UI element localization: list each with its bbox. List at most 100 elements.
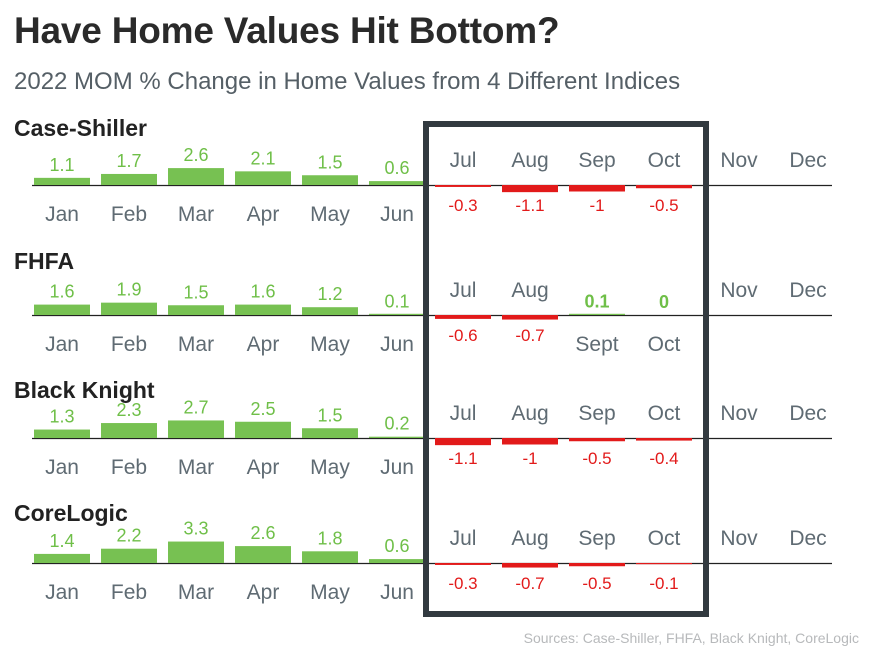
bar bbox=[101, 423, 157, 438]
bar bbox=[168, 305, 224, 315]
month-label: Dec bbox=[789, 527, 826, 550]
data-label: 1.5 bbox=[317, 152, 342, 172]
bar bbox=[235, 304, 291, 315]
bar bbox=[435, 315, 491, 319]
data-label: 1.5 bbox=[183, 282, 208, 302]
data-label: 0 bbox=[659, 292, 669, 312]
bar bbox=[34, 177, 90, 185]
bar bbox=[34, 429, 90, 438]
month-label: Aug bbox=[511, 402, 548, 425]
data-label: -1.1 bbox=[515, 196, 544, 215]
month-label: Feb bbox=[111, 581, 147, 604]
month-label: Jan bbox=[45, 456, 79, 479]
bar bbox=[569, 185, 625, 192]
bar bbox=[636, 185, 692, 189]
data-label: 1.6 bbox=[49, 282, 74, 302]
bar bbox=[435, 563, 491, 565]
bar bbox=[302, 175, 358, 185]
bar bbox=[502, 438, 558, 445]
month-label: Oct bbox=[648, 149, 681, 172]
bar bbox=[168, 168, 224, 185]
month-label: Jul bbox=[450, 527, 477, 550]
data-label: 0.1 bbox=[584, 291, 609, 311]
highlight-frame bbox=[423, 121, 709, 617]
data-label: 1.1 bbox=[49, 155, 74, 175]
month-label: Apr bbox=[247, 581, 280, 604]
bar bbox=[302, 551, 358, 563]
month-label: Apr bbox=[247, 203, 280, 226]
data-label: 1.8 bbox=[317, 528, 342, 548]
month-label: Nov bbox=[720, 149, 758, 172]
data-label: 1.9 bbox=[116, 280, 141, 300]
bar bbox=[34, 304, 90, 315]
data-label: -0.1 bbox=[649, 574, 678, 593]
data-label: -0.3 bbox=[448, 196, 477, 215]
month-label: Sep bbox=[578, 149, 615, 172]
data-label: 1.3 bbox=[49, 407, 74, 427]
month-label: Oct bbox=[648, 402, 681, 425]
data-label: 2.7 bbox=[183, 397, 208, 417]
month-label: Oct bbox=[648, 527, 681, 550]
index-title: CoreLogic bbox=[14, 500, 128, 526]
data-label: -0.6 bbox=[448, 326, 477, 345]
bar bbox=[369, 436, 425, 438]
month-label: Jul bbox=[450, 149, 477, 172]
month-label: Jan bbox=[45, 333, 79, 356]
index-title: FHFA bbox=[14, 248, 74, 274]
bar bbox=[502, 563, 558, 568]
bar bbox=[302, 428, 358, 438]
data-label: 2.5 bbox=[250, 399, 275, 419]
data-label: -0.5 bbox=[582, 449, 611, 468]
data-label: -1 bbox=[589, 196, 604, 215]
month-label: Feb bbox=[111, 456, 147, 479]
data-label: -1.1 bbox=[448, 449, 477, 468]
data-label: 0.1 bbox=[384, 291, 409, 311]
bar bbox=[369, 181, 425, 185]
month-label: Nov bbox=[720, 402, 758, 425]
data-label: 2.6 bbox=[250, 523, 275, 543]
data-label: -1 bbox=[522, 449, 537, 468]
bar bbox=[435, 438, 491, 446]
data-label: 1.6 bbox=[250, 282, 275, 302]
bar bbox=[569, 313, 625, 315]
month-label: May bbox=[310, 203, 350, 226]
chart-title: Have Home Values Hit Bottom? bbox=[14, 10, 560, 51]
month-label: Nov bbox=[720, 279, 758, 302]
sources-note: Sources: Case-Shiller, FHFA, Black Knigh… bbox=[523, 630, 859, 646]
month-label: May bbox=[310, 333, 350, 356]
month-label: Aug bbox=[511, 149, 548, 172]
month-label: Jun bbox=[380, 456, 414, 479]
data-label: 2.3 bbox=[116, 400, 141, 420]
month-label: Aug bbox=[511, 279, 548, 302]
bar bbox=[235, 546, 291, 563]
bar bbox=[502, 315, 558, 320]
month-label: Apr bbox=[247, 333, 280, 356]
month-label: Dec bbox=[789, 149, 826, 172]
chart-subtitle: 2022 MOM % Change in Home Values from 4 … bbox=[14, 68, 681, 95]
data-label: 0.2 bbox=[384, 414, 409, 434]
index-title: Black Knight bbox=[14, 377, 155, 403]
bar bbox=[569, 438, 625, 442]
bar bbox=[636, 438, 692, 441]
bar bbox=[636, 563, 692, 565]
month-label: Jan bbox=[45, 581, 79, 604]
bar bbox=[168, 541, 224, 563]
month-label: May bbox=[310, 581, 350, 604]
month-label: Sept bbox=[575, 333, 618, 356]
data-label: -0.7 bbox=[515, 574, 544, 593]
data-label: -0.3 bbox=[448, 574, 477, 593]
bar bbox=[168, 420, 224, 438]
bar bbox=[235, 171, 291, 185]
data-label: 1.5 bbox=[317, 405, 342, 425]
bar bbox=[369, 313, 425, 315]
data-label: 1.4 bbox=[49, 531, 74, 551]
month-label: May bbox=[310, 456, 350, 479]
data-label: 0.6 bbox=[384, 158, 409, 178]
month-label: Jan bbox=[45, 203, 79, 226]
data-label: 2.1 bbox=[250, 148, 275, 168]
month-label: Jun bbox=[380, 203, 414, 226]
month-label: Mar bbox=[178, 203, 214, 226]
bar bbox=[235, 421, 291, 438]
month-label: Jul bbox=[450, 279, 477, 302]
